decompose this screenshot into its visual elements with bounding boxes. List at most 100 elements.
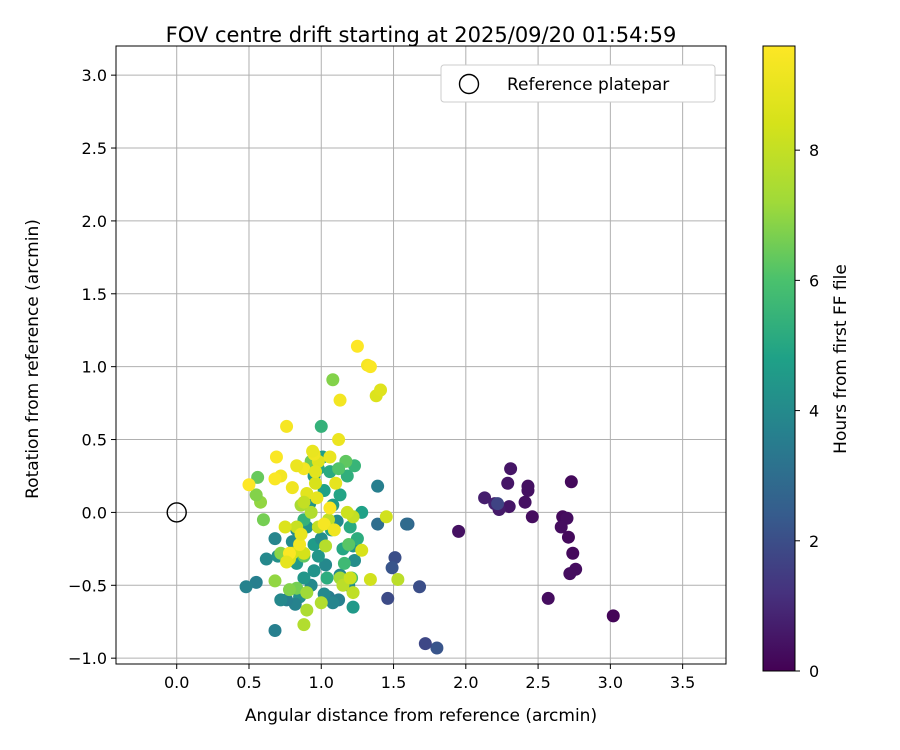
data-point xyxy=(554,520,568,534)
data-point xyxy=(501,476,515,490)
data-point xyxy=(307,564,321,578)
data-point xyxy=(348,554,362,568)
data-point xyxy=(310,491,324,505)
data-point xyxy=(239,580,253,594)
data-point xyxy=(340,469,354,483)
colorbar-tick-label: 0 xyxy=(809,662,819,681)
data-point xyxy=(371,479,385,493)
y-tick-label: −0.5 xyxy=(68,576,107,595)
y-tick-label: 0.5 xyxy=(82,431,107,450)
data-point xyxy=(342,537,356,551)
data-point xyxy=(251,470,265,484)
data-point xyxy=(343,520,357,534)
y-tick-label: 2.0 xyxy=(82,212,107,231)
x-tick-label: 3.0 xyxy=(598,673,623,692)
x-tick-label: 3.5 xyxy=(670,673,695,692)
x-tick-label: 0.0 xyxy=(164,673,189,692)
data-point xyxy=(274,593,288,607)
colorbar-gradient xyxy=(762,45,796,672)
colorbar-tick-label: 2 xyxy=(809,532,819,551)
data-point xyxy=(606,609,620,623)
data-point xyxy=(350,339,364,353)
chart-title: FOV centre drift starting at 2025/09/20 … xyxy=(166,23,677,47)
data-point xyxy=(561,530,575,544)
data-point xyxy=(294,527,308,541)
data-point xyxy=(379,510,393,524)
y-tick-label: 0.0 xyxy=(82,503,107,522)
x-tick-label: 1.0 xyxy=(309,673,334,692)
data-point xyxy=(391,572,405,586)
data-point xyxy=(388,551,402,565)
colorbar-label: Hours from first FF file xyxy=(831,264,851,454)
data-point xyxy=(314,596,328,610)
x-axis-ticks: 0.0 0.5 1.0 1.5 2.0 2.5 3.0 3.5 xyxy=(164,664,695,692)
data-point xyxy=(249,575,263,589)
x-tick-label: 0.5 xyxy=(236,673,261,692)
data-point xyxy=(317,517,331,531)
data-point xyxy=(326,373,340,387)
data-point xyxy=(343,571,357,585)
data-point xyxy=(400,517,414,531)
data-point xyxy=(413,580,427,594)
data-point xyxy=(337,556,351,570)
data-point xyxy=(319,558,333,572)
y-tick-label: −1.0 xyxy=(68,649,107,668)
colorbar-tick-label: 6 xyxy=(809,271,819,290)
data-point xyxy=(332,433,346,447)
legend-marker xyxy=(458,73,480,95)
data-point xyxy=(333,488,347,502)
data-point xyxy=(256,513,270,527)
data-point xyxy=(518,495,532,509)
data-point xyxy=(308,476,322,490)
data-point xyxy=(320,571,334,585)
y-tick-label: 3.0 xyxy=(82,66,107,85)
data-point xyxy=(280,419,294,433)
data-point xyxy=(363,360,377,374)
y-tick-label: 1.5 xyxy=(82,285,107,304)
data-point xyxy=(297,571,311,585)
y-axis-ticks: −1.0 −0.5 0.0 0.5 1.0 1.5 2.0 2.5 3.0 xyxy=(68,66,116,668)
data-point xyxy=(297,495,311,509)
data-point xyxy=(278,520,292,534)
data-point xyxy=(259,552,273,566)
data-point xyxy=(314,419,328,433)
data-point xyxy=(319,539,333,553)
data-point xyxy=(323,450,337,464)
data-point xyxy=(491,497,505,511)
data-point xyxy=(502,500,516,514)
data-point xyxy=(333,393,347,407)
data-point xyxy=(268,574,282,588)
grid-lines xyxy=(116,46,726,664)
data-point xyxy=(452,524,466,538)
data-point xyxy=(541,591,555,605)
colorbar-tick-label: 4 xyxy=(809,402,819,421)
data-point xyxy=(327,523,341,537)
data-point xyxy=(374,383,388,397)
x-tick-label: 1.5 xyxy=(381,673,406,692)
data-point xyxy=(249,488,263,502)
data-points xyxy=(239,339,620,655)
data-point xyxy=(521,479,535,493)
y-tick-label: 2.5 xyxy=(82,139,107,158)
data-point xyxy=(430,641,444,655)
data-point xyxy=(293,537,307,551)
data-point xyxy=(385,561,399,575)
data-point xyxy=(268,472,282,486)
data-point xyxy=(504,462,518,476)
legend-box xyxy=(440,64,716,103)
legend: Reference platepar xyxy=(440,64,716,103)
data-point xyxy=(268,623,282,637)
x-axis-label: Angular distance from reference (arcmin) xyxy=(245,706,597,726)
data-point xyxy=(340,505,354,519)
reference-marker xyxy=(166,502,187,523)
plot-frame xyxy=(115,45,727,665)
colorbar-tick-label: 8 xyxy=(809,141,819,160)
data-point xyxy=(566,546,580,560)
data-point xyxy=(381,591,395,605)
data-point xyxy=(280,555,294,569)
data-point xyxy=(346,586,360,600)
data-point xyxy=(371,517,385,531)
data-point xyxy=(285,481,299,495)
data-point xyxy=(346,600,360,614)
